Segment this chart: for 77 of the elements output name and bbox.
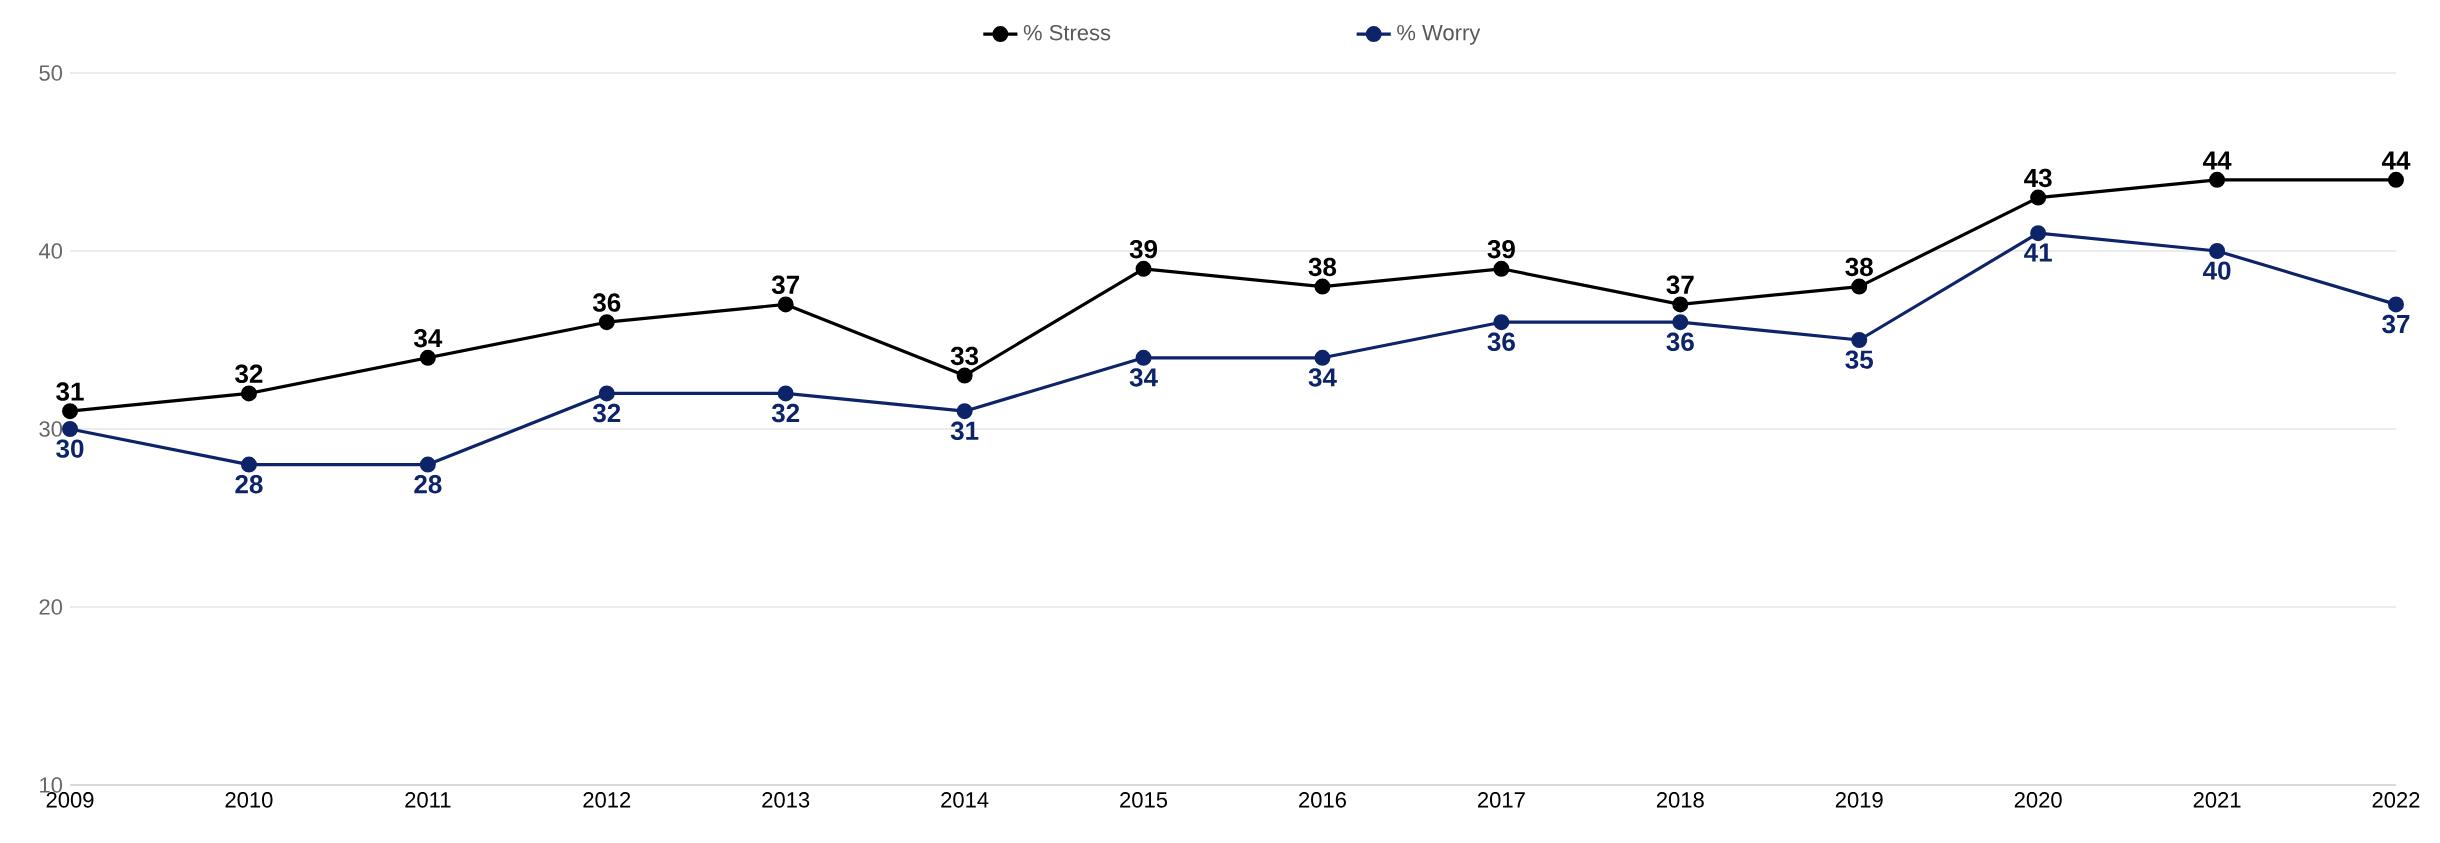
point (2388, 296, 2404, 313)
data-label: 32 (771, 403, 800, 423)
point (1493, 260, 1510, 277)
x-tick-label: 2016 (1299, 792, 1346, 808)
point (62, 421, 79, 437)
x-tick-label: 2009 (46, 792, 94, 808)
point (2030, 189, 2047, 206)
y-tick-label: 10 (40, 777, 63, 793)
data-label: 30 (56, 439, 84, 458)
data-label: 39 (1487, 239, 1515, 259)
point (2209, 243, 2226, 259)
data-label: 37 (2382, 314, 2410, 334)
data-label: 35 (1845, 350, 1873, 369)
x-tick-label: 2019 (1835, 792, 1883, 808)
x-tick-label: 2014 (941, 792, 989, 808)
point (777, 296, 794, 313)
point (1851, 332, 1868, 348)
point (1314, 349, 1331, 366)
data-label: 39 (1129, 239, 1158, 259)
point (598, 385, 615, 402)
data-label: 34 (413, 328, 443, 348)
data-label: 38 (1845, 257, 1873, 277)
point (956, 367, 973, 384)
x-tick-label: 2018 (1656, 792, 1704, 808)
data-label: 32 (592, 403, 621, 423)
data-label: 37 (771, 275, 800, 294)
point (1135, 349, 1152, 366)
data-label: 31 (950, 421, 979, 441)
data-label: 44 (2381, 151, 2411, 170)
point (62, 403, 79, 420)
data-label: 33 (950, 346, 979, 366)
data-label: 44 (2203, 151, 2232, 170)
point (2209, 171, 2226, 188)
point (956, 403, 973, 420)
x-tick-label: 2010 (225, 792, 273, 808)
point (1493, 314, 1510, 331)
x-tick-label: 2021 (2193, 792, 2241, 808)
y-tick-label: 50 (39, 65, 63, 81)
point (419, 456, 436, 473)
point (240, 385, 257, 402)
y-tick-label: 40 (38, 243, 63, 259)
point (777, 385, 794, 402)
x-tick-label: 2020 (2014, 792, 2062, 808)
x-tick-label: 2015 (1120, 792, 1168, 808)
point (1314, 278, 1331, 295)
data-label: 36 (1487, 332, 1515, 352)
legend-label: % Worry (1397, 24, 1481, 45)
x-tick-label: 2013 (762, 792, 810, 808)
point (1135, 260, 1152, 277)
legend-label: % Stress (1023, 24, 1111, 41)
data-label: 34 (1308, 368, 1337, 387)
point (1851, 278, 1868, 295)
point (2388, 171, 2404, 188)
data-label: 36 (1666, 332, 1694, 352)
data-label: 32 (235, 364, 263, 383)
data-label: 37 (1666, 275, 1694, 294)
data-label: 36 (592, 293, 621, 312)
data-label: 34 (1129, 368, 1158, 387)
x-tick-label: 2017 (1478, 792, 1525, 808)
data-label: 41 (2024, 243, 2052, 262)
data-label: 40 (2203, 261, 2231, 280)
point (2030, 225, 2047, 242)
data-label: 28 (414, 474, 442, 494)
y-tick-label: 20 (39, 599, 63, 615)
x-tick-label: 2012 (583, 792, 631, 808)
x-tick-label: 2011 (405, 792, 451, 808)
data-label: 28 (235, 474, 263, 494)
point (598, 314, 615, 331)
point (1672, 296, 1689, 313)
x-tick-label: 2022 (2372, 792, 2420, 808)
y-tick-label: 30 (39, 421, 63, 437)
point (240, 456, 257, 473)
data-label: 31 (56, 382, 84, 401)
data-label: 38 (1308, 257, 1337, 277)
point (1672, 314, 1689, 331)
data-label: 43 (2024, 168, 2052, 188)
point (419, 349, 436, 366)
